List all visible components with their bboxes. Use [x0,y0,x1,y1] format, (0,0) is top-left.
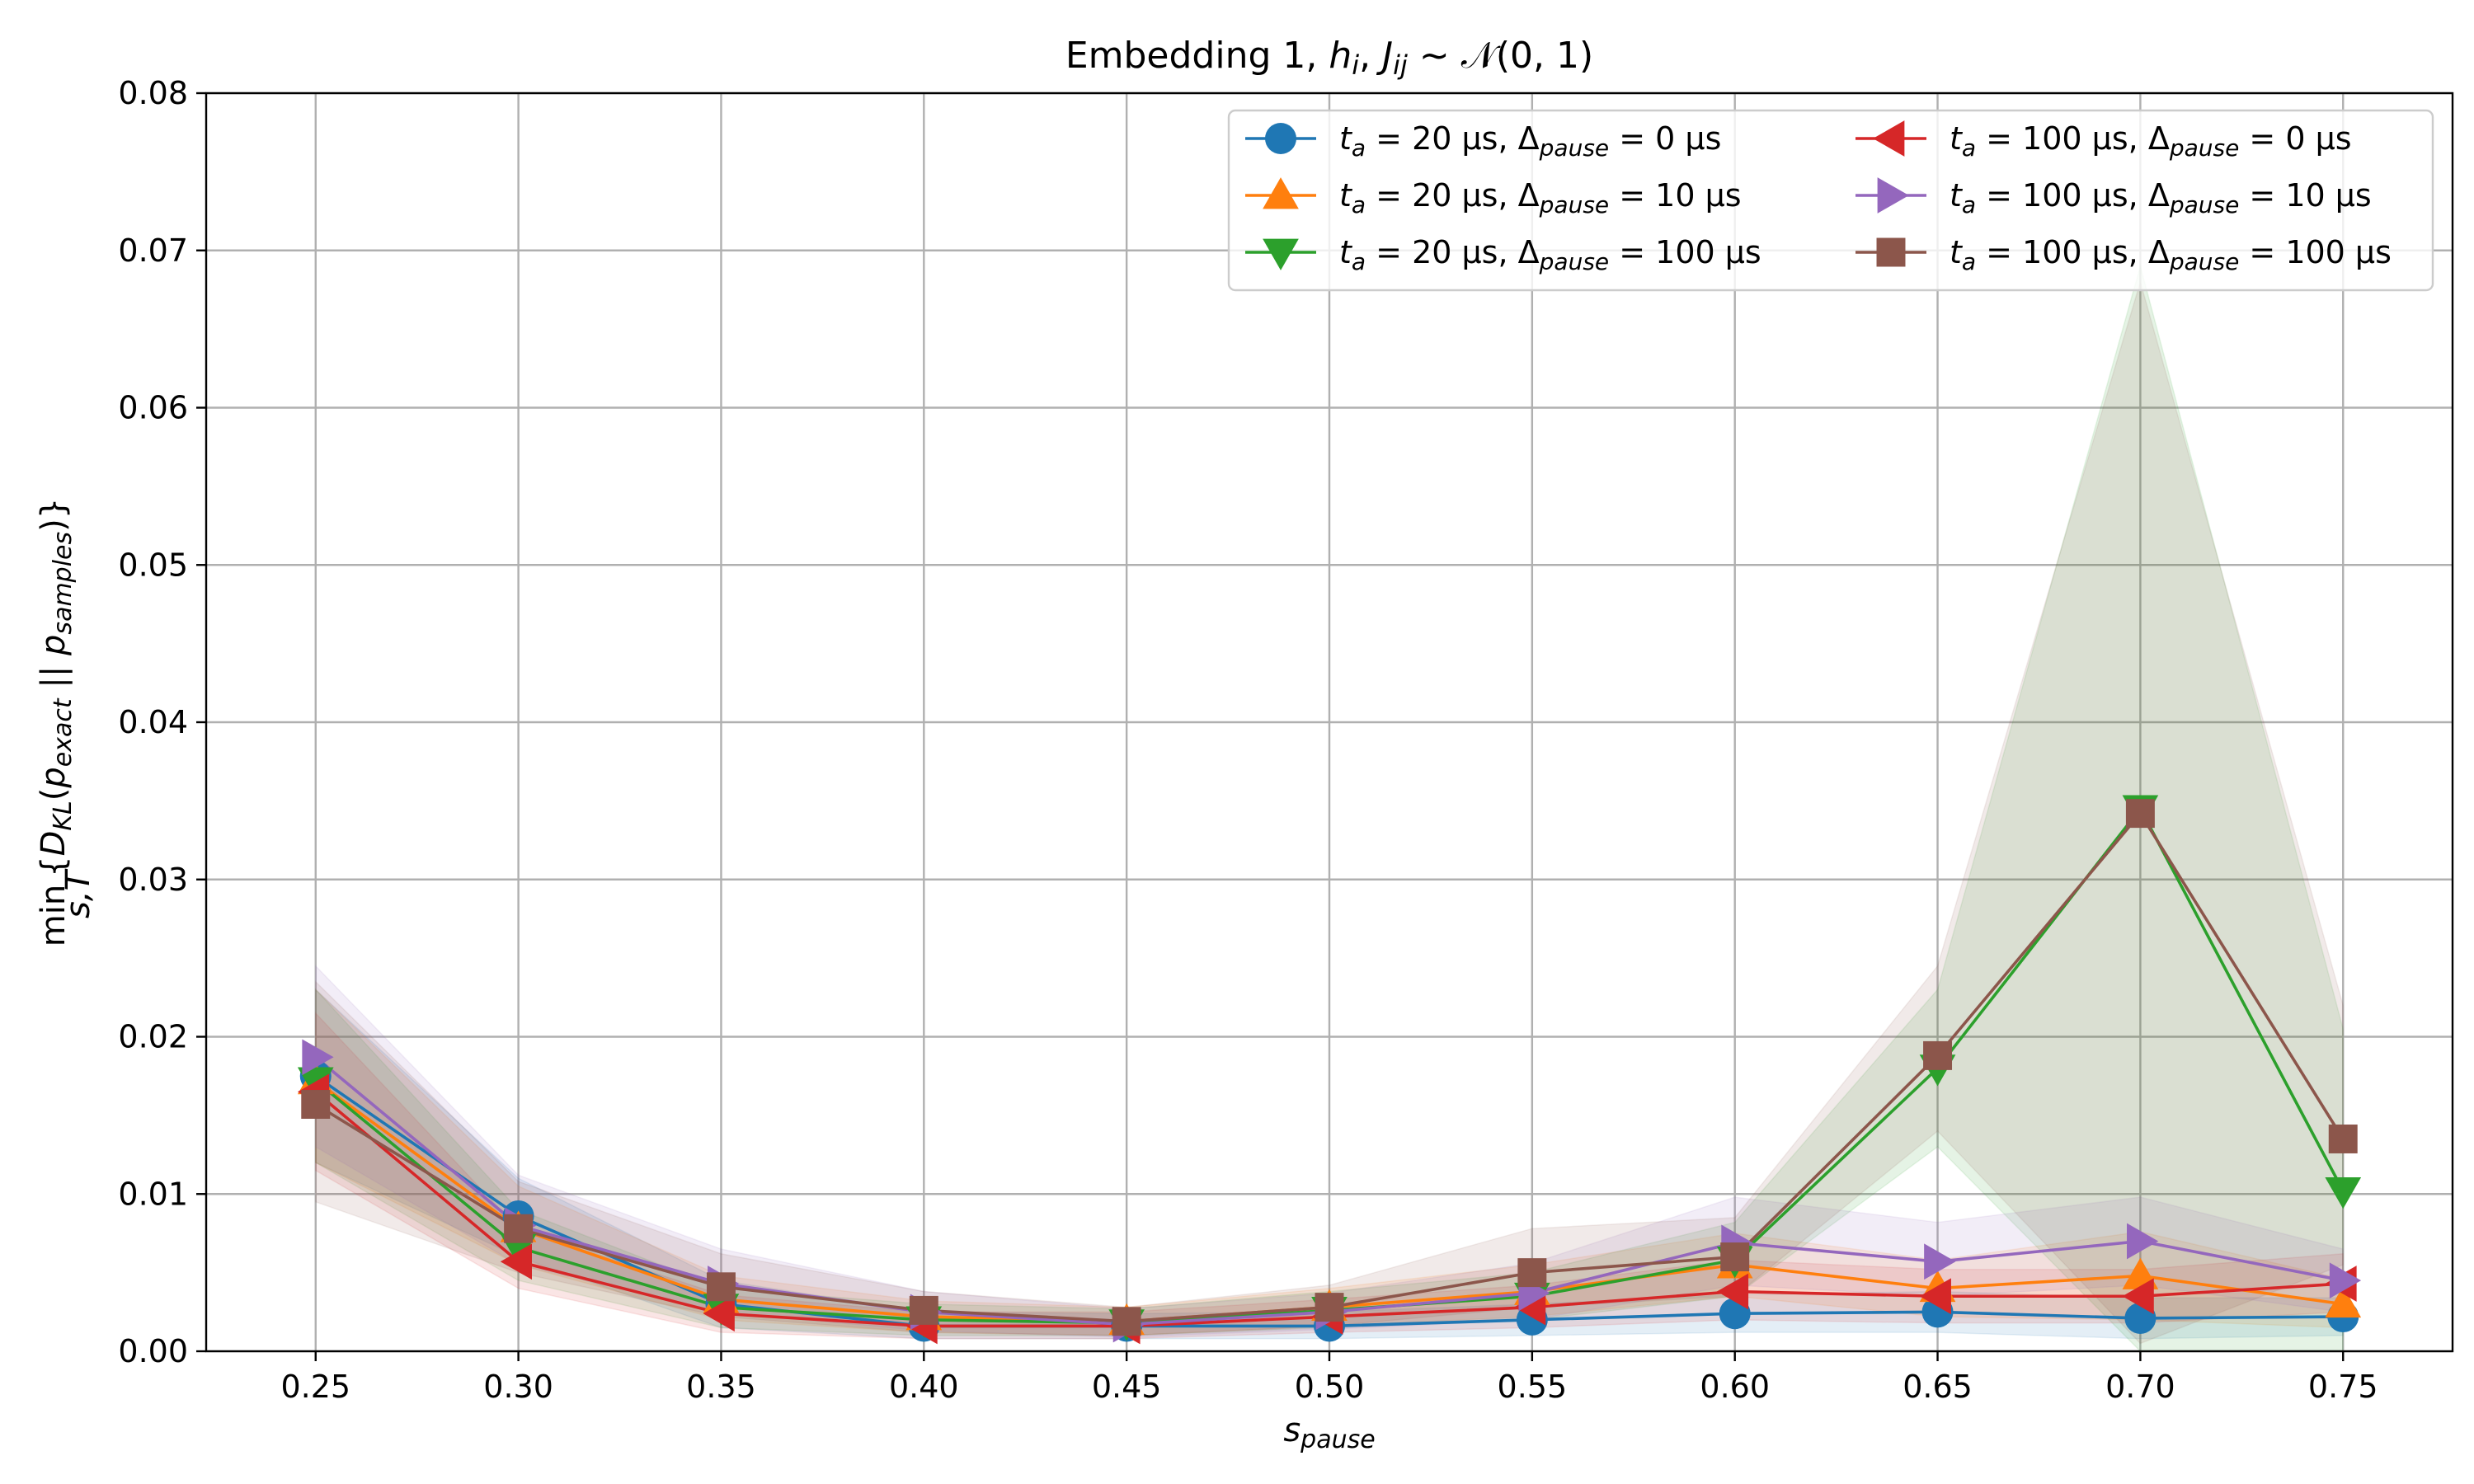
legend-label: ta = 20 µs, Δpause = 10 µs [1339,177,1742,218]
data-point [2325,1177,2362,1209]
x-tick-label: 0.70 [2105,1369,2175,1405]
legend-label: ta = 100 µs, Δpause = 10 µs [1950,177,2372,218]
data-point [1919,1278,1951,1315]
data-point [2328,1125,2358,1153]
data-point [909,1295,938,1325]
data-point [1923,1040,1953,1070]
legend-marker [1263,177,1299,209]
x-tick-label: 0.35 [686,1369,756,1405]
x-tick-label: 0.30 [483,1369,553,1405]
legend-box [1227,109,2434,292]
y-tick-label: 0.02 [118,1019,188,1055]
y-tick-label: 0.07 [118,232,188,269]
data-point [1720,1242,1750,1272]
data-point [2127,1223,2159,1260]
legend-marker [1265,123,1296,154]
chart-title: Embedding 1, hi, Jij ~ 𝒩(0, 1) [1065,35,1593,81]
data-point [2125,799,2155,829]
legend-marker [1873,120,1905,157]
legend: ta = 20 µs, Δpause = 0 µs ta = 20 µs, Δpa… [1227,109,2434,292]
data-point [1517,1258,1547,1288]
data-point [1112,1307,1141,1336]
x-tick-label: 0.65 [1903,1369,1973,1405]
x-tick-label: 0.40 [889,1369,959,1405]
data-point [703,1295,735,1332]
data-point [2329,1262,2362,1299]
x-tick-label: 0.50 [1295,1369,1365,1405]
y-tick-label: 0.04 [118,704,188,740]
legend-label: ta = 20 µs, Δpause = 100 µs [1339,234,1761,275]
x-axis-label: spause [1283,1411,1375,1454]
legend-marker [1877,177,1909,214]
data-point [2325,1285,2362,1318]
y-tick-label: 0.01 [118,1176,188,1212]
x-tick-label: 0.75 [2308,1369,2378,1405]
y-tick-label: 0.08 [118,75,188,111]
x-tick-label: 0.45 [1092,1369,1162,1405]
data-point [301,1090,331,1120]
y-tick-label: 0.00 [118,1333,188,1369]
data-point [1315,1293,1344,1322]
data-point [302,1039,334,1076]
legend-marker [1263,238,1299,270]
y-tick-label: 0.05 [118,547,188,583]
legend-label: ta = 20 µs, Δpause = 0 µs [1339,120,1721,162]
data-point [706,1272,736,1302]
legend-label: ta = 100 µs, Δpause = 100 µs [1950,234,2392,275]
data-point [500,1243,532,1280]
legend-items: ta = 20 µs, Δpause = 0 µs ta = 20 µs, Δpa… [1245,120,2392,275]
y-tick-label: 0.03 [118,862,188,898]
legend-label: ta = 100 µs, Δpause = 0 µs [1950,120,2352,162]
axis-ticks: 0.25 0.30 0.35 0.40 0.45 0.50 0.55 0.60 0.65 0.70… [118,75,2378,1405]
legend-marker [1876,237,1906,267]
series-markers [297,795,2362,1345]
y-axis-label-subscript: s,T [59,867,97,918]
y-tick-label: 0.06 [118,390,188,426]
data-point [1924,1243,1956,1280]
x-tick-label: 0.55 [1498,1369,1568,1405]
data-point [2122,1278,2154,1315]
data-point [504,1214,534,1243]
x-tick-label: 0.25 [280,1369,350,1405]
data-point [1716,1273,1749,1310]
x-tick-label: 0.60 [1700,1369,1770,1405]
